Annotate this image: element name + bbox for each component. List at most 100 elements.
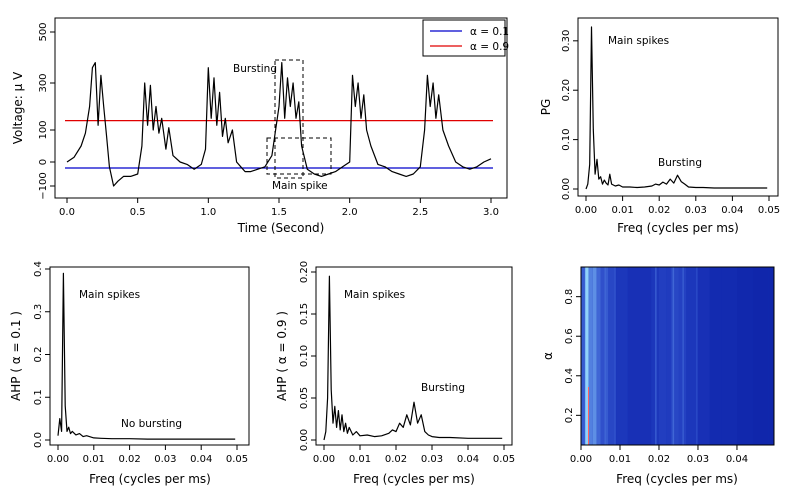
voltage-y-tick-label: 300 [38,73,49,92]
pg-y-tick-label: 0.10 [561,128,572,150]
heatmap-column [768,267,774,445]
ahp01-x-tick-label: 0.00 [47,454,69,465]
ahp09-main-spikes-annotation: Main spikes [344,289,405,301]
ahp01-main-spikes-annotation: Main spikes [79,289,140,301]
heatmap-streak [672,267,675,445]
voltage-x-tick-label: 2.5 [412,207,428,218]
heatmap-y-tick-label: 0.4 [564,368,575,384]
ahp09-bursting-annotation: Bursting [421,382,465,394]
voltage-y-tick-label: 100 [38,120,49,139]
ahp09-y-tick-label: 0.00 [299,429,310,451]
voltage-plot-frame [54,17,508,199]
pg-x-tick-label: 0.03 [685,205,707,216]
heatmap-column [721,267,737,445]
ahp01-y-axis-label: AHP ( α = 0.1 ) [9,311,23,401]
ahp09-y-axis-label: AHP ( α = 0.9 ) [275,311,289,401]
heatmap-peak-marker [588,387,589,445]
voltage-series-line [66,61,492,187]
voltage-x-axis-label: Time (Second) [237,221,325,235]
heatmap-column [627,267,640,445]
ahp09-x-tick-label: 0.05 [493,454,515,465]
ahp01-y-tick-label: 0.2 [33,347,44,363]
heatmap-column [596,267,601,445]
heatmap-column [670,267,679,445]
bursting-annotation: Bursting [233,63,277,75]
pg-bursting-annotation: Bursting [658,157,702,169]
ahp09-y-tick-label: 0.10 [299,345,310,367]
voltage-y-tick-label: −100 [38,172,49,199]
voltage-legend: α = 0.1 α = 0.9 [422,19,509,57]
ahp09-y-tick-label: 0.20 [299,261,310,283]
pg-series-line [585,26,768,190]
ahp01-x-tick-label: 0.05 [226,454,248,465]
heatmap-column [586,267,589,445]
ahp01-y-tick-label: 0.1 [33,389,44,405]
pg-x-axis-label: Freq (cycles per ms) [617,221,739,235]
heatmap-streak [696,267,698,445]
heatmap-y-axis-label: α [541,352,555,360]
pg-x-tick-label: 0.01 [611,205,633,216]
ahp01-x-tick-label: 0.04 [190,454,212,465]
ahp01-no-bursting-annotation: No bursting [121,418,182,430]
heatmap-column [592,267,597,445]
ahp09-series-line [323,275,503,441]
pg-y-axis-label: PG [539,99,553,116]
main-spike-annotation: Main spike [272,180,328,192]
pg-x-tick-label: 0.04 [721,205,743,216]
ahp01-plot-frame [49,266,250,446]
heatmap-column [698,267,710,445]
heatmap-column [686,267,698,445]
ahp01-series-line [57,272,236,440]
ahp09-x-tick-label: 0.04 [457,454,479,465]
voltage-x-tick-label: 1.5 [271,207,287,218]
ahp01-y-tick-label: 0.4 [33,261,44,277]
heatmap-panel: 0.00 0.01 0.02 0.03 0.04 0.2 0.4 0.6 0.8 Freq (… [541,266,775,486]
heatmap-column [666,267,671,445]
pg-y-tick-label: 0.30 [561,30,572,52]
voltage-x-tick-label: 1.0 [200,207,216,218]
legend-box [422,19,506,57]
ahp01-x-tick-label: 0.02 [118,454,140,465]
heatmap-streak [604,267,606,445]
ahp01-x-axis-label: Freq (cycles per ms) [89,472,211,486]
legend-label-alpha-0-1: α = 0.1 [470,26,509,38]
heatmap-column [737,267,753,445]
voltage-y-tick-label: 0 [38,159,49,165]
voltage-panel: 0.0 0.5 1.0 1.5 2.0 2.5 3.0 −100 0 100 300 500 Bur… [11,17,509,235]
heatmap-column [604,267,609,445]
pg-y-tick-label: 0.20 [561,79,572,101]
pg-x-tick-label: 0.00 [575,205,597,216]
heatmap-x-axis-label: Freq (cycles per ms) [616,472,738,486]
heatmap-plot-frame [580,266,775,446]
heatmap-column [659,267,667,445]
bursting-box [274,59,304,179]
heatmap-streak [655,267,657,445]
pg-x-tick-label: 0.05 [758,205,780,216]
heatmap-column [709,267,722,445]
ahp09-x-axis-label: Freq (cycles per ms) [353,472,475,486]
heatmap-streak [585,267,588,445]
voltage-x-tick-label: 3.0 [483,207,499,218]
ahp09-y-tick-label: 0.05 [299,387,310,409]
heatmap-x-tick-label: 0.00 [570,454,592,465]
ahp01-x-tick-label: 0.01 [83,454,105,465]
heatmap-x-tick-label: 0.01 [609,454,631,465]
heatmap-column [581,267,585,445]
voltage-y-axis-label: Voltage: μ V [11,71,25,144]
ahp01-y-tick-label: 0.0 [33,432,44,448]
heatmap-column [752,267,769,445]
ahp09-x-tick-label: 0.00 [313,454,335,465]
heatmap-x-tick-label: 0.04 [726,454,748,465]
heatmap-column [600,267,605,445]
heatmap-streak [682,267,684,445]
heatmap-x-tick-label: 0.03 [687,454,709,465]
heatmap-streak [589,267,592,445]
pg-y-tick-label: 0.00 [561,178,572,200]
pg-x-tick-label: 0.02 [648,205,670,216]
pg-panel: 0.00 0.01 0.02 0.03 0.04 0.05 0.00 0.10 0.20 0.3… [539,17,780,235]
heatmap-y-tick-label: 0.6 [564,328,575,344]
main-spike-box [266,137,332,175]
ahp01-x-tick-label: 0.03 [154,454,176,465]
ahp01-y-tick-label: 0.3 [33,304,44,320]
